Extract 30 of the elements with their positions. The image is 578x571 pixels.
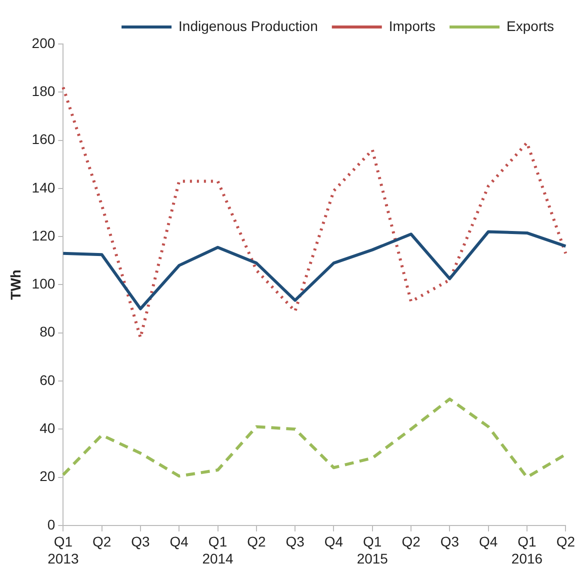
y-tick-label: 180 xyxy=(32,83,56,99)
x-tick-label: Q4 xyxy=(170,534,189,550)
x-tick-label: Q3 xyxy=(286,534,305,550)
y-tick-label: 200 xyxy=(32,34,56,51)
x-tick-label: Q1 2015 xyxy=(356,534,388,566)
y-tick-label: 160 xyxy=(32,131,56,148)
y-axis-title: TWh xyxy=(7,270,24,300)
legend-label: Exports xyxy=(506,18,554,34)
line-series xyxy=(62,86,568,340)
x-tick-label: Q1 2016 xyxy=(511,534,543,566)
y-tick-label: 40 xyxy=(40,420,56,436)
x-tick-label: Q3 xyxy=(131,534,150,550)
y-tick-label: 100 xyxy=(32,276,56,292)
y-tick-label: 120 xyxy=(32,227,56,244)
x-tick-label: Q2 xyxy=(92,534,112,550)
y-tick-label: 140 xyxy=(32,179,56,196)
legend-label: Imports xyxy=(388,18,436,34)
y-tick-label: 20 xyxy=(40,468,56,484)
x-tick-label: Q3 xyxy=(440,534,460,550)
x-tick-label: Q2 xyxy=(247,534,266,550)
y-tick-label: 80 xyxy=(40,324,56,340)
x-tick-label: Q4 xyxy=(324,534,344,550)
x-tick-label: Q1 2013 xyxy=(48,534,79,566)
x-tick-label: Q2 xyxy=(402,534,421,550)
y-tick-label: 0 xyxy=(47,516,56,532)
y-tick-label: 60 xyxy=(40,372,56,388)
legend-label: Indigenous Production xyxy=(178,18,318,34)
x-tick-label: Q4 xyxy=(479,534,498,550)
x-tick-label: Q1 2014 xyxy=(202,534,234,566)
x-tick-label: Q2 xyxy=(556,534,576,550)
